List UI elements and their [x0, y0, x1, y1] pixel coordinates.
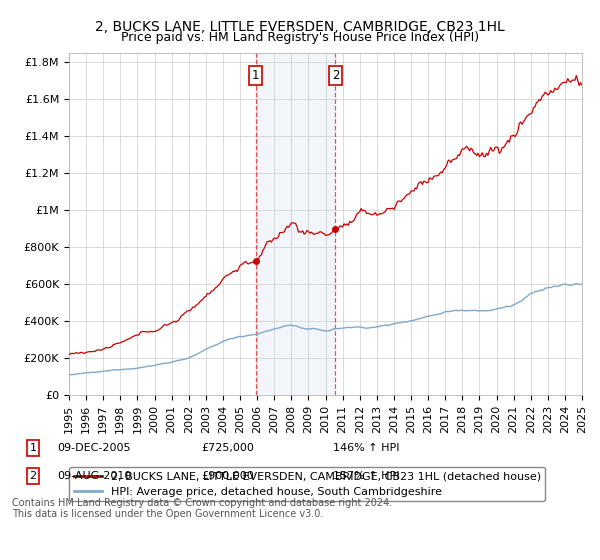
Text: £900,000: £900,000 [201, 471, 254, 481]
Text: 1: 1 [29, 443, 37, 453]
Text: Contains HM Land Registry data © Crown copyright and database right 2024.: Contains HM Land Registry data © Crown c… [12, 498, 392, 508]
Text: This data is licensed under the Open Government Licence v3.0.: This data is licensed under the Open Gov… [12, 509, 323, 519]
Legend: 2, BUCKS LANE, LITTLE EVERSDEN, CAMBRIDGE, CB23 1HL (detached house), HPI: Avera: 2, BUCKS LANE, LITTLE EVERSDEN, CAMBRIDG… [70, 467, 545, 501]
Text: 09-AUG-2010: 09-AUG-2010 [57, 471, 131, 481]
Text: 146% ↑ HPI: 146% ↑ HPI [333, 443, 400, 453]
Bar [256, 53, 335, 395]
Text: 2, BUCKS LANE, LITTLE EVERSDEN, CAMBRIDGE, CB23 1HL: 2, BUCKS LANE, LITTLE EVERSDEN, CAMBRIDG… [95, 20, 505, 34]
Text: 09-DEC-2005: 09-DEC-2005 [57, 443, 131, 453]
Text: Price paid vs. HM Land Registry's House Price Index (HPI): Price paid vs. HM Land Registry's House … [121, 31, 479, 44]
Text: 157% ↑ HPI: 157% ↑ HPI [333, 471, 400, 481]
Text: 1: 1 [252, 69, 259, 82]
Text: £725,000: £725,000 [201, 443, 254, 453]
Text: 2: 2 [29, 471, 37, 481]
Text: 2: 2 [332, 69, 339, 82]
